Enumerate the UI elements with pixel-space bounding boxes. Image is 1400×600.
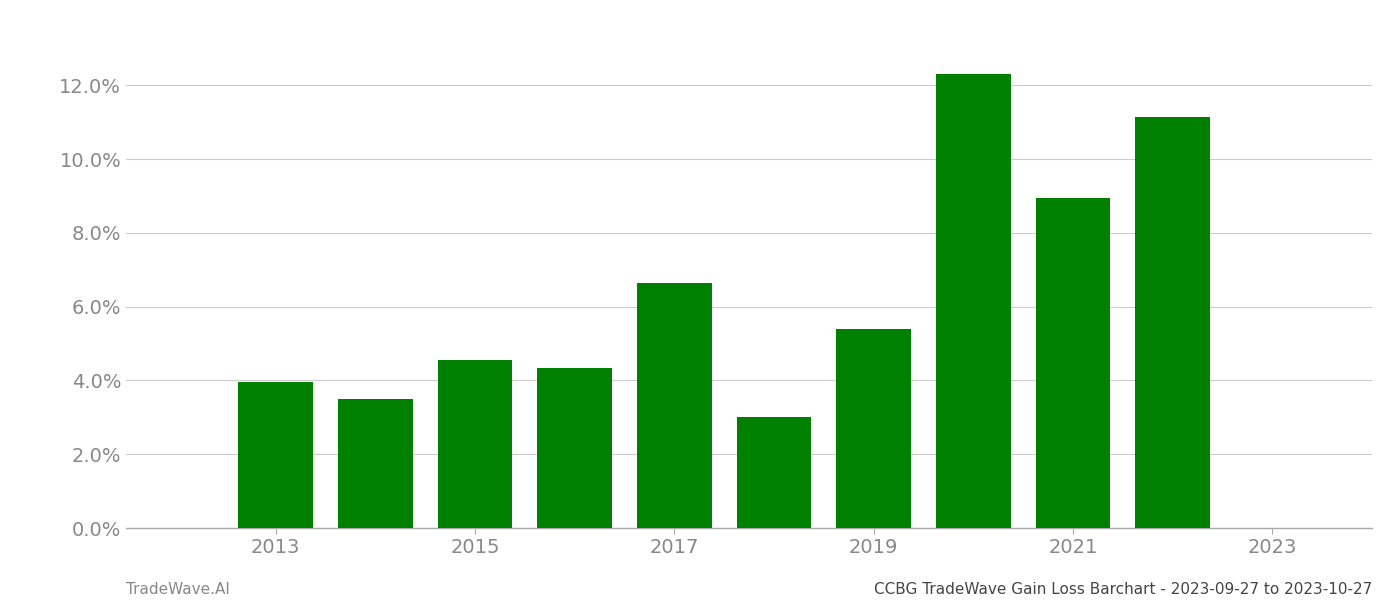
Bar <box>935 74 1011 528</box>
Bar <box>337 399 413 528</box>
Bar <box>736 418 812 528</box>
Bar <box>437 360 512 528</box>
Text: TradeWave.AI: TradeWave.AI <box>126 582 230 597</box>
Text: CCBG TradeWave Gain Loss Barchart - 2023-09-27 to 2023-10-27: CCBG TradeWave Gain Loss Barchart - 2023… <box>874 582 1372 597</box>
Bar <box>238 382 314 528</box>
Bar <box>1036 198 1110 528</box>
Bar <box>836 329 911 528</box>
Bar <box>1135 116 1210 528</box>
Bar <box>538 368 612 528</box>
Bar <box>637 283 711 528</box>
